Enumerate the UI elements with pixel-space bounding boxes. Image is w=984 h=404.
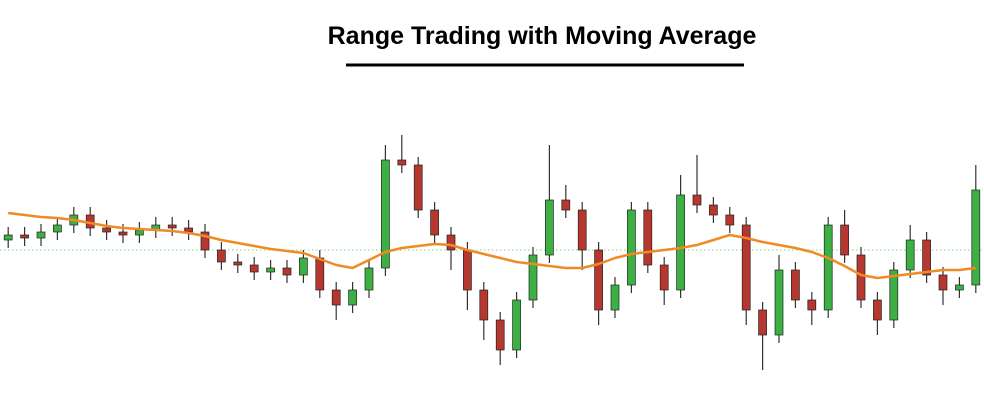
candle-body bbox=[873, 299, 882, 321]
candle-body bbox=[135, 229, 144, 236]
moving-average-line bbox=[8, 211, 976, 280]
candle-body bbox=[741, 224, 751, 311]
candle-body bbox=[36, 231, 46, 239]
candle-body bbox=[266, 267, 275, 273]
candle-body bbox=[413, 164, 423, 211]
candle-body bbox=[823, 224, 833, 311]
candle-body bbox=[20, 234, 29, 239]
candle-body bbox=[676, 194, 685, 291]
candle-body bbox=[545, 199, 554, 256]
candle-body bbox=[512, 299, 521, 351]
candle-body bbox=[3, 234, 13, 241]
candle-body bbox=[807, 299, 817, 311]
candle-body bbox=[430, 209, 439, 236]
candle-body bbox=[774, 269, 784, 336]
candle-body bbox=[709, 204, 718, 216]
candle-body bbox=[282, 267, 292, 276]
candle-body bbox=[610, 284, 620, 311]
candle-body bbox=[381, 159, 390, 269]
candle-body bbox=[463, 249, 472, 291]
candle-body bbox=[725, 214, 735, 226]
candle-body bbox=[397, 159, 407, 166]
candle-body bbox=[955, 284, 964, 291]
candle-body bbox=[495, 319, 505, 351]
candle-body bbox=[233, 261, 243, 266]
chart-title: Range Trading with Moving Average bbox=[328, 22, 757, 50]
candle-body bbox=[594, 249, 603, 311]
candle-body bbox=[331, 289, 341, 306]
candle-body bbox=[971, 189, 981, 286]
candle-body bbox=[315, 257, 325, 291]
candle-body bbox=[446, 234, 456, 251]
candle-body bbox=[659, 264, 669, 291]
candle-body bbox=[938, 274, 948, 291]
candle-body bbox=[364, 267, 374, 291]
candle-body bbox=[577, 209, 587, 251]
candle-body bbox=[643, 209, 653, 266]
candle-body bbox=[791, 269, 800, 301]
candle-body bbox=[528, 254, 538, 301]
candle-body bbox=[167, 224, 177, 229]
candle-body bbox=[217, 249, 226, 263]
candle-body bbox=[102, 227, 111, 233]
candle-body bbox=[922, 239, 931, 276]
candle-body bbox=[479, 289, 489, 321]
candle-body bbox=[905, 239, 915, 271]
candle-body bbox=[840, 224, 849, 256]
candle-body bbox=[118, 231, 128, 236]
candle-body bbox=[53, 224, 62, 233]
candle-body bbox=[299, 257, 308, 276]
candle-body bbox=[758, 309, 767, 336]
candle-body bbox=[889, 269, 899, 321]
candle-body bbox=[856, 254, 866, 301]
candle-body bbox=[249, 264, 259, 273]
candle-body bbox=[200, 231, 210, 251]
candle-body bbox=[627, 209, 636, 286]
candle-body bbox=[692, 194, 702, 206]
candle-body bbox=[348, 289, 357, 306]
candle-body bbox=[561, 199, 571, 211]
